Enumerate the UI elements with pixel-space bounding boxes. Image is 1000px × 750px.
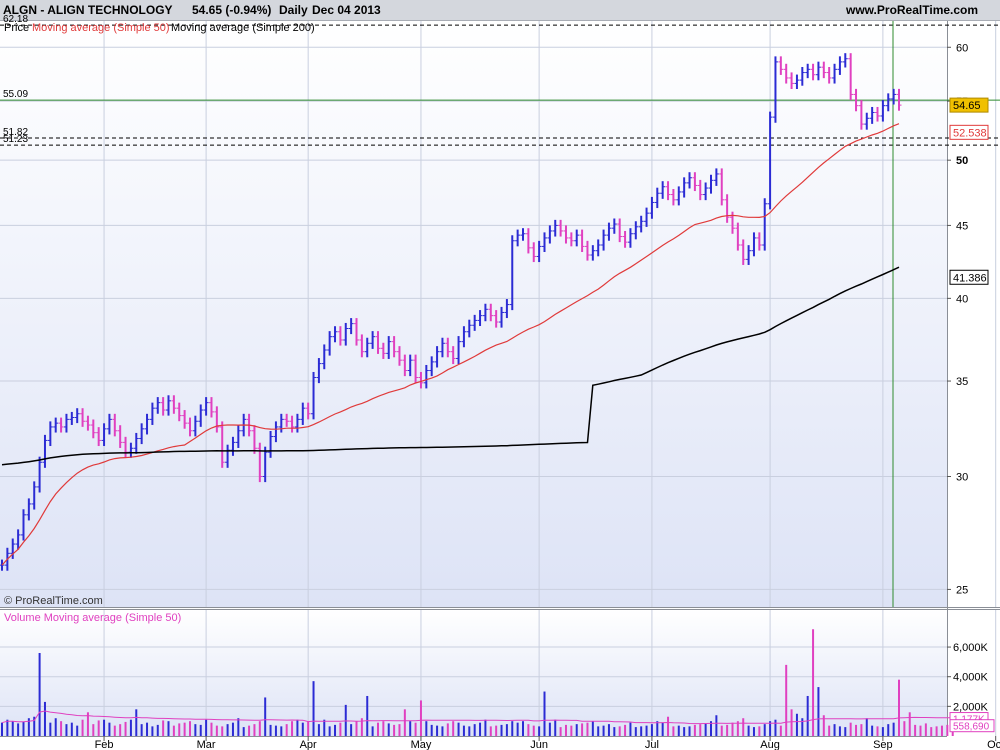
month-label: Jun (530, 739, 548, 750)
horizontal-level-label: 51.82 (3, 127, 28, 138)
volume-tick-label: 4,000K (953, 672, 989, 684)
last-price-label-box (949, 97, 989, 113)
volume-legend: Volume Moving average (Simple 50) (4, 612, 181, 624)
volume-ma-line (1, 710, 953, 725)
volume-tick-label: 6,000K (953, 642, 989, 654)
price-tick-label: 50 (956, 155, 968, 167)
ma50-value-label: 52.538 (953, 127, 987, 139)
last-volume-label-box (949, 719, 995, 733)
ma200-value-label: 41.386 (953, 272, 987, 284)
horizontal-level-label: 55.09 (3, 89, 28, 100)
watermark: © ProRealTime.com (4, 595, 103, 607)
price-tick-label: 25 (956, 584, 968, 596)
volume-panel[interactable] (0, 610, 947, 736)
interval-label: Daily (279, 3, 308, 17)
ma50-value-label-box (949, 124, 989, 140)
legend-ma50: Moving average (Simple 50) (32, 22, 170, 34)
month-label: Aug (760, 739, 780, 750)
horizontal-level-label: 62.18 (3, 14, 28, 25)
ma200-value-label-box (949, 269, 989, 285)
price-tick-label: 35 (956, 376, 968, 388)
month-label: Mar (197, 739, 216, 750)
month-label: May (411, 739, 432, 750)
last-volume-label: 558,690 (953, 722, 990, 733)
legend-price: Price (4, 22, 29, 34)
chart-header: ALGN - ALIGN TECHNOLOGY 54.65 (-0.94%) D… (0, 0, 1000, 21)
chart-date: Dec 04 2013 (312, 3, 381, 17)
last-quote: 54.65 (-0.94%) (192, 3, 272, 17)
price-panel[interactable] (0, 21, 947, 607)
site-url[interactable]: www.ProRealTime.com (846, 3, 979, 17)
price-tick-label: 40 (956, 293, 968, 305)
ma200-line (1, 266, 900, 466)
month-label: Jul (645, 739, 659, 750)
horizontal-level-label: 51.23 (3, 134, 28, 145)
month-label: Apr (300, 739, 317, 750)
month-label: Feb (95, 739, 114, 750)
month-label: Oct (987, 739, 1000, 750)
volume-tick-label: 2,000K (953, 701, 989, 713)
price-tick-label: 45 (956, 220, 968, 232)
price-tick-label: 30 (956, 472, 968, 484)
price-tick-label: 60 (956, 42, 968, 54)
legend-ma200: Moving average (Simple 200) (171, 22, 315, 34)
last-price-label: 54.65 (953, 100, 981, 112)
month-label: Sep (873, 739, 893, 750)
symbol-title: ALGN - ALIGN TECHNOLOGY (3, 3, 173, 17)
